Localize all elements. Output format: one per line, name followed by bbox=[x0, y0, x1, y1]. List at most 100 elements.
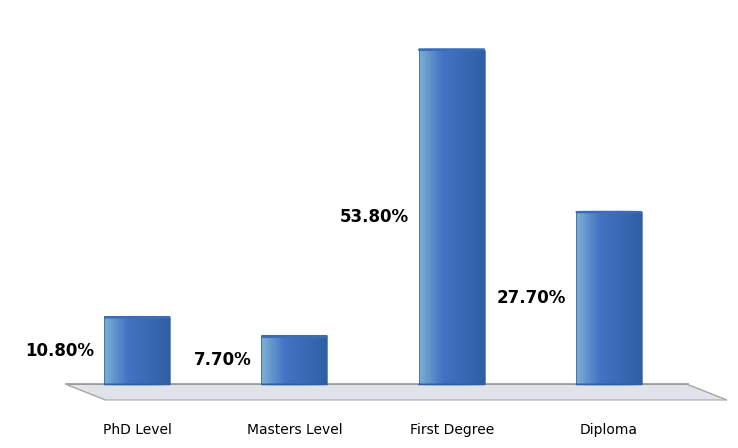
Bar bbox=[274, 336, 275, 384]
Bar bbox=[272, 336, 274, 384]
Bar bbox=[169, 317, 170, 384]
Text: 27.70%: 27.70% bbox=[497, 289, 567, 307]
Bar bbox=[609, 212, 610, 384]
Bar bbox=[158, 317, 159, 384]
Bar bbox=[634, 212, 635, 384]
Bar bbox=[450, 50, 452, 384]
Ellipse shape bbox=[418, 384, 485, 385]
Bar bbox=[138, 317, 139, 384]
Bar bbox=[129, 317, 131, 384]
Bar bbox=[588, 212, 589, 384]
Bar bbox=[284, 336, 286, 384]
Bar bbox=[300, 336, 301, 384]
Bar bbox=[326, 336, 328, 384]
Bar bbox=[149, 317, 151, 384]
Bar bbox=[294, 336, 295, 384]
Bar bbox=[145, 317, 146, 384]
Bar bbox=[467, 50, 468, 384]
Bar bbox=[265, 336, 266, 384]
Bar bbox=[632, 212, 633, 384]
Bar bbox=[633, 212, 634, 384]
Bar bbox=[447, 50, 449, 384]
Bar bbox=[635, 212, 636, 384]
Bar bbox=[283, 336, 284, 384]
Bar bbox=[293, 336, 294, 384]
Bar bbox=[279, 336, 280, 384]
Bar bbox=[442, 50, 443, 384]
Bar bbox=[104, 317, 105, 384]
Bar bbox=[459, 50, 461, 384]
Ellipse shape bbox=[261, 336, 328, 337]
Bar bbox=[641, 212, 642, 384]
Bar bbox=[584, 212, 586, 384]
Bar bbox=[465, 50, 466, 384]
Bar bbox=[320, 336, 321, 384]
Bar bbox=[299, 336, 300, 384]
Bar bbox=[613, 212, 615, 384]
Bar bbox=[598, 212, 599, 384]
Bar bbox=[135, 317, 136, 384]
Bar bbox=[420, 50, 421, 384]
Bar bbox=[134, 317, 135, 384]
Bar bbox=[123, 317, 124, 384]
Bar bbox=[122, 317, 123, 384]
Text: 10.80%: 10.80% bbox=[26, 342, 94, 360]
Bar bbox=[597, 212, 598, 384]
Bar bbox=[288, 336, 289, 384]
Bar bbox=[155, 317, 156, 384]
Bar bbox=[325, 336, 326, 384]
Bar bbox=[589, 212, 590, 384]
Bar bbox=[610, 212, 611, 384]
Bar bbox=[458, 50, 459, 384]
Bar bbox=[136, 317, 137, 384]
Bar bbox=[277, 336, 279, 384]
Bar bbox=[472, 50, 474, 384]
Bar bbox=[421, 50, 422, 384]
Bar bbox=[445, 50, 446, 384]
Bar bbox=[319, 336, 320, 384]
Bar bbox=[105, 317, 106, 384]
Bar bbox=[107, 317, 108, 384]
Bar bbox=[324, 336, 325, 384]
Ellipse shape bbox=[261, 384, 328, 385]
Bar bbox=[593, 212, 595, 384]
Bar bbox=[443, 50, 444, 384]
Bar bbox=[627, 212, 629, 384]
Bar bbox=[267, 336, 268, 384]
Bar bbox=[154, 317, 155, 384]
Bar bbox=[297, 336, 299, 384]
Bar bbox=[611, 212, 613, 384]
Bar bbox=[478, 50, 479, 384]
Bar bbox=[306, 336, 308, 384]
Bar bbox=[418, 50, 420, 384]
Bar bbox=[444, 50, 445, 384]
Bar bbox=[118, 317, 120, 384]
Bar bbox=[322, 336, 323, 384]
Bar bbox=[125, 317, 126, 384]
Bar bbox=[429, 50, 430, 384]
Bar bbox=[270, 336, 272, 384]
Bar bbox=[113, 317, 114, 384]
Bar bbox=[623, 212, 624, 384]
Bar bbox=[427, 50, 429, 384]
Bar bbox=[475, 50, 476, 384]
Bar bbox=[480, 50, 481, 384]
Text: 7.70%: 7.70% bbox=[194, 352, 252, 370]
Bar bbox=[165, 317, 166, 384]
Bar bbox=[601, 212, 602, 384]
Bar bbox=[470, 50, 472, 384]
Bar bbox=[454, 50, 455, 384]
Bar bbox=[430, 50, 431, 384]
Bar bbox=[153, 317, 154, 384]
Bar bbox=[321, 336, 322, 384]
Bar bbox=[479, 50, 480, 384]
Bar bbox=[423, 50, 424, 384]
Bar bbox=[261, 336, 263, 384]
Bar bbox=[266, 336, 267, 384]
Bar bbox=[591, 212, 593, 384]
Bar bbox=[607, 212, 608, 384]
Bar bbox=[313, 336, 314, 384]
Bar bbox=[638, 212, 640, 384]
Bar bbox=[640, 212, 641, 384]
Bar bbox=[441, 50, 442, 384]
